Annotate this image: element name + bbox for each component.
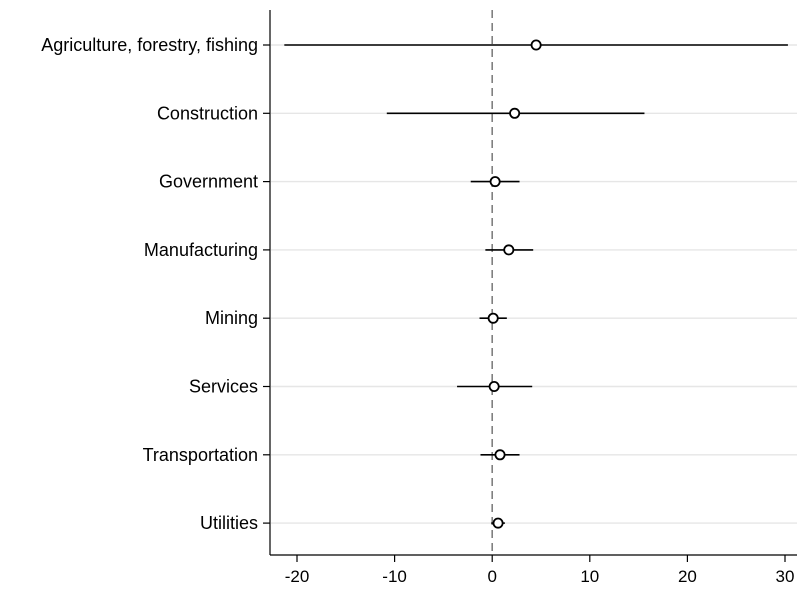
point-estimate — [488, 380, 500, 392]
axes — [263, 10, 797, 562]
point-estimate — [509, 107, 521, 119]
x-tick-label: -10 — [382, 567, 407, 586]
point-estimate — [492, 517, 504, 529]
category-label: Government — [159, 172, 258, 192]
category-label: Construction — [157, 103, 258, 123]
point-estimate — [489, 176, 501, 188]
category-label: Transportation — [143, 445, 258, 465]
gridlines — [271, 44, 797, 524]
x-axis-tick-labels: -20 -10 0 10 20 30 — [285, 567, 795, 586]
category-labels: Agriculture, forestry, fishing Constructi… — [41, 35, 258, 533]
category-label: Manufacturing — [144, 240, 258, 260]
point-estimate — [487, 312, 499, 324]
point-estimate — [503, 244, 515, 256]
x-tick-label: 10 — [580, 567, 599, 586]
point-estimate — [530, 39, 542, 51]
point-estimate — [494, 449, 506, 461]
point-estimates — [487, 39, 542, 529]
category-label: Mining — [205, 308, 258, 328]
category-label: Agriculture, forestry, fishing — [41, 35, 258, 55]
x-tick-label: 0 — [487, 567, 496, 586]
x-tick-label: 30 — [776, 567, 795, 586]
category-label: Utilities — [200, 513, 258, 533]
x-tick-label: 20 — [678, 567, 697, 586]
confidence-intervals — [284, 44, 788, 524]
category-label: Services — [189, 377, 258, 397]
x-tick-label: -20 — [285, 567, 310, 586]
